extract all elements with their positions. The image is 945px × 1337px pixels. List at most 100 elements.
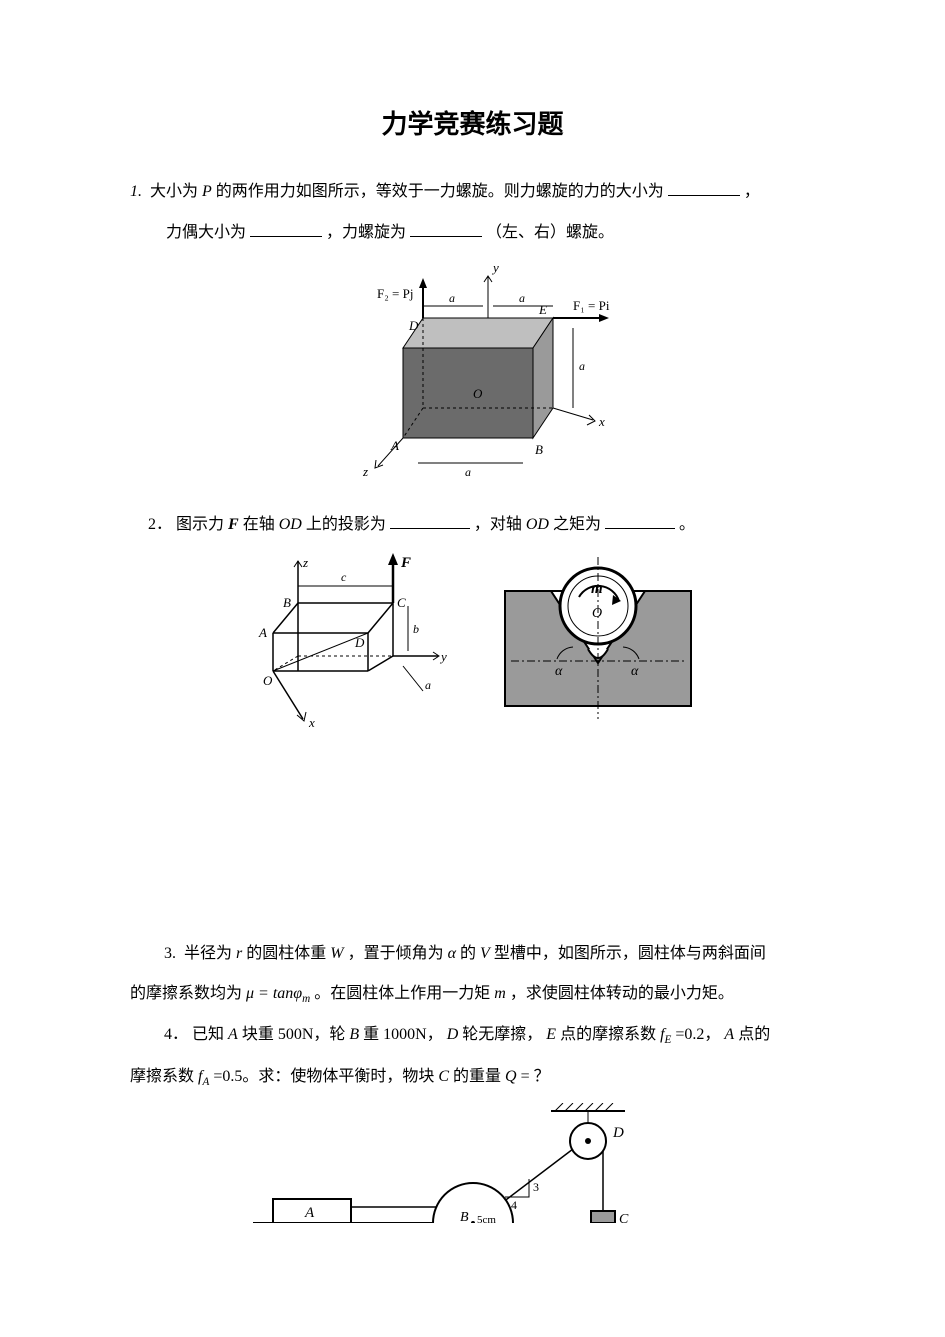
- q4-subE: E: [665, 1035, 672, 1047]
- q3-num: 3.: [164, 945, 176, 962]
- spacer: [130, 759, 815, 939]
- q4-l1g: 点的: [738, 1026, 770, 1043]
- q1-l2a: 力偶大小为: [166, 224, 246, 241]
- q2-OD: OD: [279, 516, 302, 533]
- fig1-E: E: [538, 302, 547, 317]
- fig1-a3: a: [579, 359, 585, 373]
- fig4-svg: D 3 4 A B 5cm C: [233, 1103, 713, 1223]
- f2a-B: B: [283, 595, 291, 610]
- f2a-z: z: [302, 555, 308, 570]
- q3-phi: φ: [293, 985, 302, 1002]
- f2a-y: y: [439, 649, 447, 664]
- q4-l1e: 点的摩擦系数: [560, 1026, 656, 1043]
- q2-blank1[interactable]: [390, 512, 470, 530]
- q3-l2c: ，求使圆柱体转动的最小力矩。: [510, 985, 734, 1002]
- q3-alpha: α: [448, 945, 456, 962]
- q3-l1c: ，置于倾角为: [348, 945, 444, 962]
- fig1-z: z: [362, 464, 368, 479]
- q3-subm: m: [302, 993, 310, 1005]
- f2b-ar: α: [631, 664, 639, 679]
- q4-l1b: 块重 500N，轮: [242, 1026, 346, 1043]
- q3-l1b: 的圆柱体重: [246, 945, 326, 962]
- fig1-F2: F₂ = Pj: [377, 286, 413, 301]
- f2a-F: F: [400, 555, 411, 571]
- f2a-A: A: [258, 625, 267, 640]
- q3-W: W: [330, 945, 343, 962]
- q1-line2: 力偶大小为 ，力螺旋为 （左、右）螺旋。: [130, 218, 815, 248]
- f4-D: D: [612, 1125, 624, 1141]
- q4-l1c: 重 1000N，: [363, 1026, 443, 1043]
- fig1-D: D: [408, 318, 419, 333]
- fig1-B: B: [535, 442, 543, 457]
- f2a-D: D: [354, 635, 365, 650]
- fig1-axis-y: y: [491, 260, 499, 275]
- q3-l1e: 型槽中，如图所示，圆柱体与两斜面间: [494, 945, 766, 962]
- f2a-b: b: [413, 622, 419, 636]
- q4-B: B: [349, 1026, 359, 1043]
- q1-num: 1.: [130, 183, 142, 200]
- ceiling-hatch: [551, 1103, 625, 1111]
- f2b-al: α: [555, 664, 563, 679]
- q4-l2c: 的重量: [453, 1068, 501, 1085]
- q1-blank1[interactable]: [668, 179, 740, 197]
- page-title: 力学竞赛练习题: [130, 100, 815, 149]
- q4-line1: 4． 已知 A 块重 500N，轮 B 重 1000N， D 轮无摩擦， E 点…: [130, 1020, 815, 1051]
- q4-D: D: [447, 1026, 459, 1043]
- q3-l2a: 的摩擦系数均为: [130, 985, 242, 1002]
- q2-OD2: OD: [526, 516, 549, 533]
- q2-F: F: [228, 516, 239, 533]
- q1-blank2[interactable]: [250, 219, 322, 237]
- f4-3: 3: [533, 1180, 539, 1194]
- q4-subA: A: [202, 1076, 209, 1088]
- q2-t5: 之矩为: [553, 516, 601, 533]
- q2-line: 2． 图示力 F 在轴 OD 上的投影为 ，对轴 OD 之矩为 。: [130, 510, 815, 540]
- q4-l2b: =0.5。求：使物体平衡时，物块: [213, 1068, 434, 1085]
- q3-l1a: 半径为: [184, 945, 232, 962]
- q3-m: m: [494, 985, 506, 1002]
- q4-l1d: 轮无摩擦，: [462, 1026, 542, 1043]
- q1-varP: P: [202, 183, 212, 200]
- f2a-O: O: [263, 673, 273, 688]
- figure-4: D 3 4 A B 5cm C: [130, 1103, 815, 1223]
- q4-l2d: = ？: [521, 1068, 550, 1085]
- q2-t1: 图示力: [176, 516, 224, 533]
- f4-C: C: [619, 1212, 629, 1223]
- f2b-O: O: [592, 606, 602, 621]
- q3-r: r: [236, 945, 242, 962]
- f2a-C: C: [397, 595, 406, 610]
- fig2b-svg: m O α α: [493, 551, 703, 726]
- fig1-x: x: [598, 414, 605, 429]
- q3-V: V: [480, 945, 490, 962]
- q3-eq: = tan: [254, 985, 293, 1002]
- fig1-a2: a: [519, 291, 525, 305]
- q4-A2: A: [724, 1026, 734, 1043]
- q4-Q: Q: [505, 1068, 517, 1085]
- q1-l1a: 大小为: [150, 183, 198, 200]
- q3-mu: μ: [246, 985, 254, 1002]
- f2a-c: c: [341, 570, 347, 584]
- f4-B: B: [460, 1210, 469, 1223]
- q4-line2: 摩擦系数 fA =0.5。求：使物体平衡时，物块 C 的重量 Q = ？: [130, 1062, 815, 1093]
- fig1-O: O: [473, 386, 483, 401]
- f4-A: A: [304, 1205, 315, 1221]
- q2-period: 。: [679, 516, 695, 533]
- q2-blank2[interactable]: [605, 512, 675, 530]
- q4-l1a: 已知: [192, 1026, 224, 1043]
- fig1-a1: a: [449, 291, 455, 305]
- f4-r: 5cm: [477, 1214, 496, 1223]
- q2-t3: 上的投影为: [306, 516, 386, 533]
- q4-E: E: [546, 1026, 556, 1043]
- q2-t4: ，对轴: [474, 516, 522, 533]
- f2b-m: m: [591, 581, 603, 597]
- f2a-x: x: [308, 715, 315, 730]
- figure-1: y a a O F₂ = Pj D F₁ = Pi E a A B x z a: [130, 258, 815, 488]
- fig1-F1: F₁ = Pi: [573, 298, 610, 313]
- q2-num: 2．: [148, 516, 172, 533]
- q4-l2a: 摩擦系数: [130, 1068, 194, 1085]
- q4-C: C: [438, 1068, 449, 1085]
- q1-blank3[interactable]: [410, 219, 482, 237]
- q4-A: A: [228, 1026, 238, 1043]
- fig1-a4: a: [465, 465, 471, 479]
- q1-l2c: （左、右）螺旋。: [486, 224, 614, 241]
- q1-line1: 1. 大小为 P 的两作用力如图所示，等效于一力螺旋。则力螺旋的力的大小为 ，: [130, 177, 815, 207]
